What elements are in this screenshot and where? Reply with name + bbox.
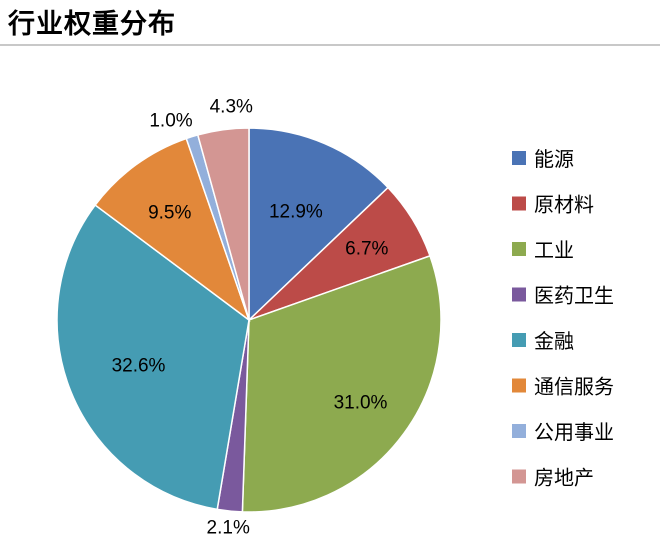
legend-swatch-4 [512,287,526,302]
legend-swatch-6 [512,378,526,393]
slice-1-label: 12.9% [269,202,323,223]
pie-slices [56,127,442,513]
slice-8-label: 4.3% [210,97,253,118]
legend-label-5: 金融 [534,329,574,353]
legend-swatch-5 [512,333,526,347]
slice-7-label: 1.0% [149,111,192,132]
legend-label-2: 原材料 [534,193,594,217]
slice-5-label: 32.6% [112,355,166,376]
slice-labels: 12.9% 6.7% 31.0% 2.1% 32.6% 9.5% 1.0% 4.3% [112,97,389,539]
legend-label-3: 工业 [534,238,574,262]
legend-label-6: 通信服务 [534,375,614,399]
slice-1 [248,127,390,322]
slice-3 [241,254,442,513]
slice-3-label: 31.0% [334,393,388,414]
slice-6 [94,137,251,323]
slice-5 [56,204,250,511]
slice-2-label: 6.7% [345,239,388,260]
title-divider [0,44,660,46]
chart-title: 行业权重分布 [8,9,176,40]
legend-label-7: 公用事业 [534,420,614,444]
legend-swatch-7 [512,424,526,438]
legend-label-1: 能源 [534,147,574,171]
slice-4-label: 2.1% [207,517,250,538]
legend-swatch-1 [512,151,526,165]
slice-8 [196,127,250,321]
legend-label-4: 医药卫生 [534,284,614,308]
slice-6-label: 9.5% [148,202,191,223]
legend-swatch-3 [512,242,526,256]
legend-swatch-2 [512,196,526,211]
legend-swatch-8 [512,469,526,484]
legend-label-8: 房地产 [534,466,594,490]
